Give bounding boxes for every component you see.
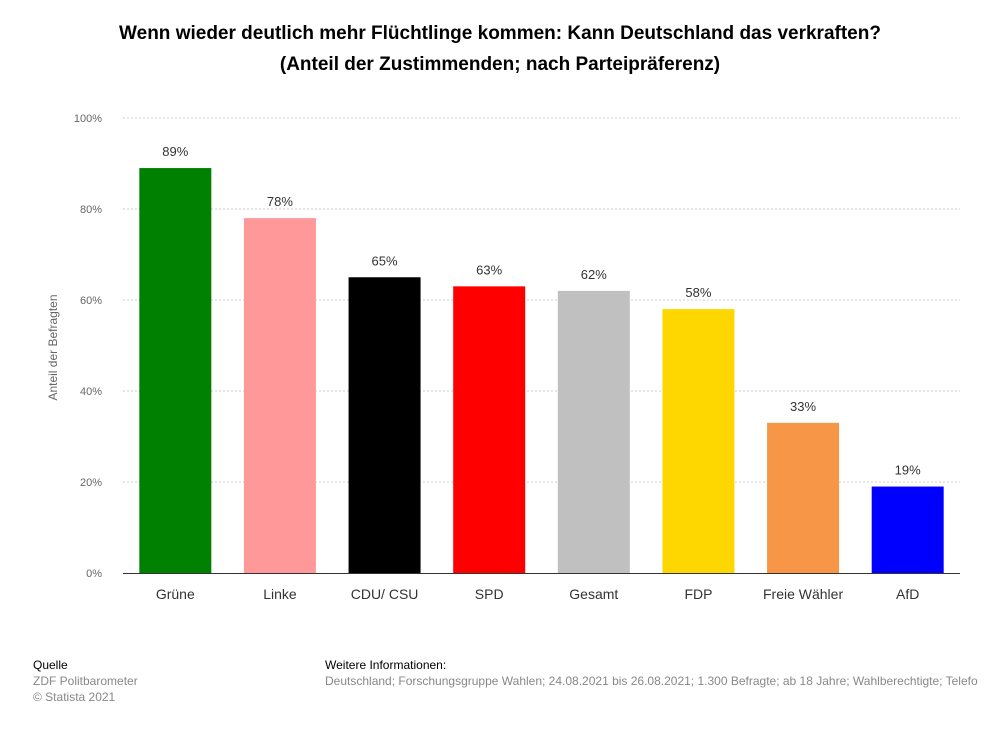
y-tick-label: 80% (80, 204, 102, 216)
y-axis-label: Anteil der Befragten (46, 294, 60, 400)
data-labels: 89% 78% 65% 63% 62% 58% 33% 19% (162, 144, 921, 478)
bar (767, 422, 840, 573)
bar (243, 218, 316, 573)
data-label: 65% (372, 253, 398, 268)
x-tick-label: SPD (475, 586, 504, 602)
chart-title-line-2: (Anteil der Zustimmenden; nach Parteiprä… (279, 54, 721, 75)
source-line-2: © Statista 2021 (33, 690, 116, 704)
bars (139, 168, 944, 574)
bar (871, 486, 944, 573)
x-tick-label: CDU/ CSU (351, 586, 419, 602)
bar (662, 309, 735, 573)
y-axis-ticks: 0% 20% 40% 60% 80% 100% (74, 113, 102, 580)
chart-title-line-1: Wenn wieder deutlich mehr Flüchtlinge ko… (119, 23, 881, 44)
bar (348, 277, 421, 573)
x-tick-label: Freie Wähler (763, 586, 843, 602)
x-tick-label: Linke (263, 586, 297, 602)
data-label: 58% (685, 285, 711, 300)
chart-title: Wenn wieder deutlich mehr Flüchtlinge ko… (0, 18, 1000, 80)
x-tick-label: Gesamt (569, 586, 618, 602)
bar (139, 168, 212, 574)
data-label: 63% (476, 262, 502, 277)
info-heading: Weitere Informationen: (325, 658, 447, 672)
info-text: Deutschland; Forschungsgruppe Wahlen; 24… (325, 674, 978, 688)
x-tick-label: AfD (896, 586, 919, 602)
y-tick-label: 100% (74, 113, 102, 125)
x-tick-label: Grüne (156, 586, 195, 602)
y-tick-label: 40% (80, 386, 102, 398)
source-heading: Quelle (33, 658, 68, 672)
data-label: 62% (581, 267, 607, 282)
y-tick-label: 20% (80, 477, 102, 489)
bar (557, 290, 630, 573)
y-tick-label: 0% (86, 568, 102, 580)
y-tick-label: 60% (80, 295, 102, 307)
data-label: 33% (790, 399, 816, 414)
x-tick-label: FDP (684, 586, 712, 602)
data-label: 19% (895, 463, 921, 478)
bar (453, 286, 526, 573)
source-block: Quelle ZDF Politbarometer © Statista 202… (33, 657, 138, 705)
data-label: 89% (162, 144, 188, 159)
info-block: Weitere Informationen: Deutschland; Fors… (325, 657, 1000, 689)
x-axis-ticks: Grüne Linke CDU/ CSU SPD Gesamt FDP Freie Wähl… (156, 586, 920, 602)
bar-chart: 0% 20% 40% 60% 80% 100% 89% 78% 65% 63% 62% 58% 33%… (46, 113, 960, 602)
source-line-1: ZDF Politbarometer (33, 674, 138, 688)
data-label: 78% (267, 194, 293, 209)
